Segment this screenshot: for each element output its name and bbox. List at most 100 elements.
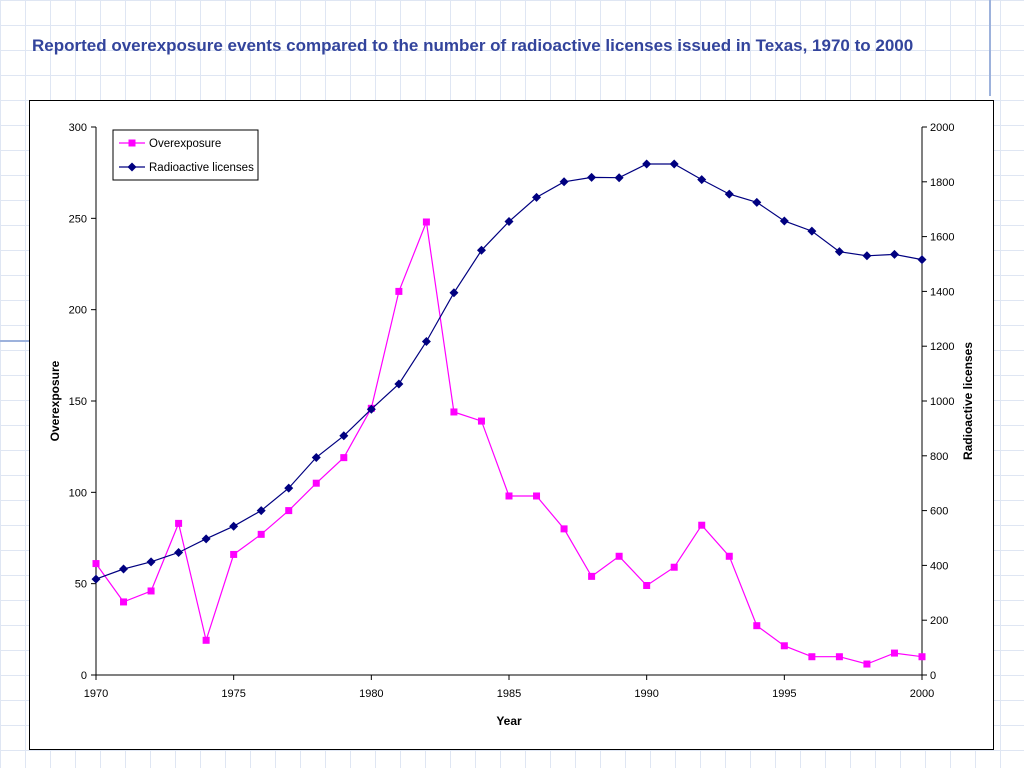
series-line-licenses (95, 163, 923, 580)
data-point-licenses (174, 548, 184, 558)
data-point-overexposure (835, 653, 843, 661)
data-point-overexposure (202, 636, 210, 644)
data-point-licenses (779, 216, 789, 226)
data-point-licenses (807, 226, 817, 236)
data-point-overexposure (147, 587, 155, 595)
data-point-licenses (834, 247, 844, 257)
data-point-overexposure (450, 408, 458, 416)
legend-marker-overexposure (128, 139, 136, 147)
data-point-overexposure (780, 642, 788, 650)
legend-label-licenses: Radioactive licenses (149, 162, 254, 174)
data-point-overexposure (395, 287, 403, 295)
y-tick-label-right: 1000 (930, 396, 954, 408)
data-point-licenses (642, 159, 652, 169)
data-point-licenses (421, 337, 431, 347)
data-point-overexposure (808, 653, 816, 661)
legend-marker-licenses (127, 162, 137, 172)
data-point-overexposure (257, 530, 265, 538)
data-point-licenses (614, 173, 624, 183)
data-point-licenses (476, 245, 486, 255)
data-point-licenses (284, 483, 294, 493)
y-tick-label-right: 2000 (930, 122, 954, 134)
data-point-overexposure (120, 598, 128, 606)
data-point-overexposure (698, 521, 706, 529)
y-tick-label-right: 1400 (930, 286, 954, 298)
y-tick-label-left: 200 (69, 305, 87, 317)
data-point-licenses (917, 255, 927, 265)
x-tick-label: 1970 (84, 688, 108, 700)
legend-label-overexposure: Overexposure (149, 138, 221, 150)
chart-svg: 1970 1975 1980 1985 1990 1995 2000050100150200… (48, 122, 975, 728)
data-point-overexposure (643, 581, 651, 589)
x-tick-label: 1995 (772, 688, 796, 700)
data-point-licenses (724, 189, 734, 199)
y-tick-label-right: 0 (930, 670, 936, 682)
data-point-overexposure (560, 525, 568, 533)
data-point-licenses (559, 177, 569, 187)
x-tick-label: 1990 (634, 688, 658, 700)
y-tick-label-right: 1200 (930, 341, 954, 353)
data-point-licenses (504, 217, 514, 227)
data-point-licenses (201, 534, 211, 544)
data-point-overexposure (422, 218, 430, 226)
data-point-licenses (146, 557, 156, 567)
data-point-licenses (587, 172, 597, 182)
data-point-overexposure (725, 552, 733, 560)
y-tick-label-right: 400 (930, 560, 948, 572)
data-point-licenses (889, 249, 899, 259)
data-point-overexposure (505, 492, 513, 500)
data-point-overexposure (312, 479, 320, 487)
data-point-licenses (449, 288, 459, 298)
data-point-licenses (256, 506, 266, 516)
chart-area: 1970 1975 1980 1985 1990 1995 2000 0 50 100 150 200… (29, 100, 994, 750)
y-tick-label-right: 800 (930, 451, 948, 463)
slide-title: Reported overexposure events compared to… (32, 36, 914, 55)
data-point-overexposure (615, 552, 623, 560)
data-point-licenses (862, 251, 872, 261)
y-tick-label-left: 0 (81, 670, 87, 682)
decorative-horizontal-line (0, 340, 30, 342)
x-tick-label: 2000 (910, 688, 934, 700)
data-point-licenses (339, 431, 349, 441)
data-point-overexposure (890, 649, 898, 657)
data-point-overexposure (92, 560, 100, 568)
data-point-licenses (91, 574, 101, 584)
data-point-licenses (229, 521, 239, 531)
data-point-overexposure (477, 417, 485, 425)
y-tick-label-left: 150 (69, 396, 87, 408)
y-axis-title-right: Radioactive licenses (961, 342, 975, 460)
y-tick-label-right: 600 (930, 506, 948, 518)
y-tick-label-right: 1800 (930, 177, 954, 189)
data-point-overexposure (753, 622, 761, 630)
y-axis-title-left: Overexposure (48, 360, 62, 441)
data-point-overexposure (340, 454, 348, 462)
x-axis-title: Year (496, 714, 522, 728)
data-point-overexposure (918, 653, 926, 661)
y-tick-label-right: 200 (930, 615, 948, 627)
data-point-licenses (532, 192, 542, 202)
x-tick-label: 1975 (221, 688, 245, 700)
x-tick-label: 1985 (497, 688, 521, 700)
data-point-overexposure (533, 492, 541, 500)
data-point-licenses (311, 452, 321, 462)
y-tick-label-right: 1600 (930, 232, 954, 244)
data-point-overexposure (863, 660, 871, 668)
y-tick-label-left: 300 (69, 122, 87, 134)
legend-box (112, 129, 259, 181)
data-point-licenses (394, 379, 404, 389)
data-point-licenses (119, 564, 129, 574)
data-point-licenses (697, 175, 707, 185)
x-tick-label: 1980 (359, 688, 383, 700)
data-point-overexposure (588, 572, 596, 580)
data-point-licenses (669, 159, 679, 169)
data-point-overexposure (285, 507, 293, 515)
data-point-overexposure (175, 519, 183, 527)
data-point-overexposure (670, 563, 678, 571)
data-point-licenses (752, 197, 762, 207)
y-tick-label-left: 100 (69, 487, 87, 499)
y-tick-label-left: 50 (75, 579, 87, 591)
decorative-vertical-line (989, 0, 991, 96)
data-point-overexposure (230, 550, 238, 558)
data-point-licenses (366, 404, 376, 414)
y-tick-label-left: 250 (69, 213, 87, 225)
